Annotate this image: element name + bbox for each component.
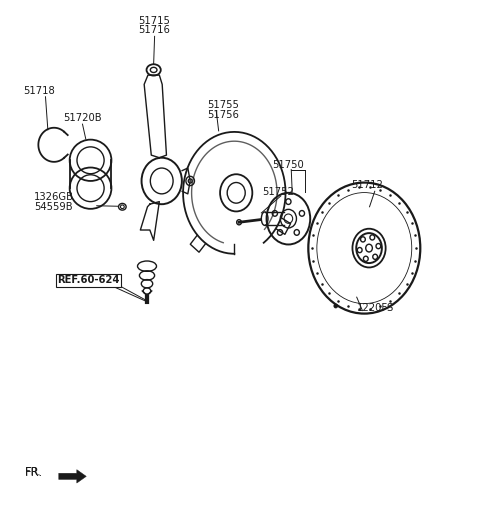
Text: 51756: 51756: [207, 110, 239, 120]
Text: 51712: 51712: [351, 180, 384, 189]
Text: 1326GB: 1326GB: [34, 192, 74, 202]
Text: 1220FS: 1220FS: [357, 303, 394, 313]
Text: FR.: FR.: [24, 467, 40, 477]
Text: 51720B: 51720B: [63, 113, 102, 123]
Text: 51715: 51715: [139, 16, 170, 26]
Text: 51750: 51750: [272, 160, 304, 170]
Text: 51755: 51755: [207, 100, 239, 110]
Text: 54559B: 54559B: [34, 202, 72, 212]
Text: 51752: 51752: [262, 187, 294, 197]
Polygon shape: [59, 470, 86, 483]
Text: 51718: 51718: [23, 86, 54, 96]
Text: REF.60-624: REF.60-624: [57, 275, 120, 285]
Text: FR.: FR.: [24, 466, 43, 479]
Text: 51716: 51716: [139, 25, 170, 35]
Ellipse shape: [119, 204, 126, 210]
Ellipse shape: [334, 304, 337, 308]
